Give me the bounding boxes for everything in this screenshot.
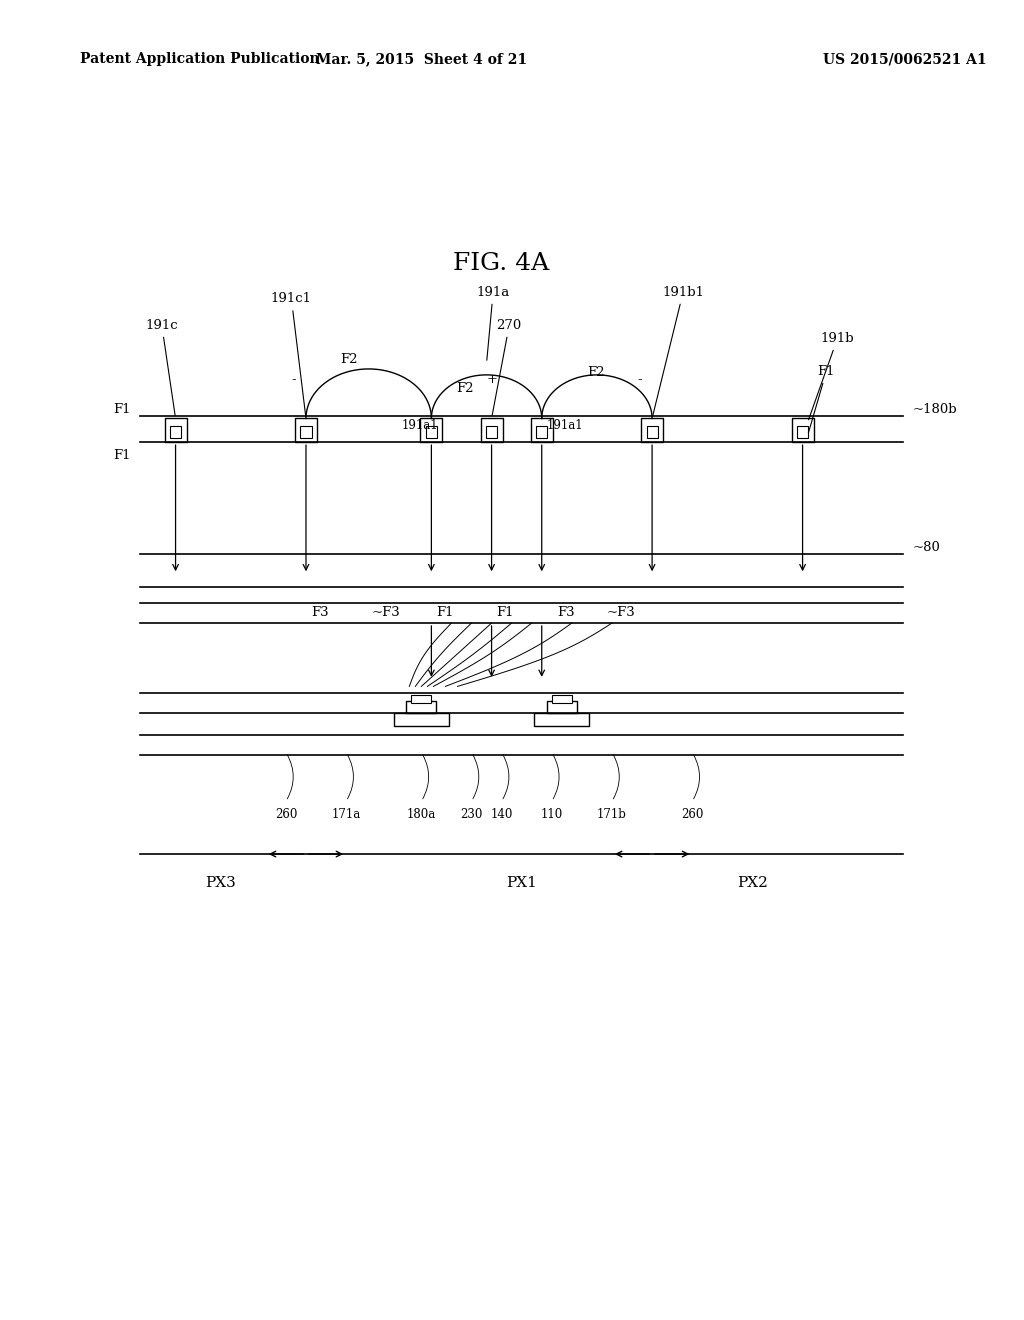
Text: F3: F3 <box>557 606 574 619</box>
Bar <box>412 694 431 704</box>
Text: FIG. 4A: FIG. 4A <box>454 252 550 276</box>
Text: 191a1: 191a1 <box>401 418 438 432</box>
Text: 180a: 180a <box>407 808 436 821</box>
Bar <box>792 418 814 442</box>
Text: 110: 110 <box>541 808 563 821</box>
Text: -: - <box>291 372 296 385</box>
Text: 260: 260 <box>681 808 703 821</box>
Text: 191c1: 191c1 <box>271 292 312 416</box>
Bar <box>394 713 449 726</box>
Text: 171b: 171b <box>597 808 627 821</box>
Text: PX3: PX3 <box>206 876 237 890</box>
Bar <box>535 713 590 726</box>
Text: F1: F1 <box>497 606 514 619</box>
Text: F2: F2 <box>587 366 604 379</box>
Bar <box>165 418 186 442</box>
Text: 171a: 171a <box>332 808 360 821</box>
Bar <box>552 694 571 704</box>
Text: PX2: PX2 <box>737 876 768 890</box>
Text: 260: 260 <box>274 808 297 821</box>
Text: 270: 270 <box>493 318 522 416</box>
Text: 191c: 191c <box>145 318 178 416</box>
Text: US 2015/0062521 A1: US 2015/0062521 A1 <box>822 53 986 66</box>
Bar <box>646 426 657 438</box>
Text: F2: F2 <box>340 352 357 366</box>
Text: -: - <box>637 372 642 385</box>
Text: F1: F1 <box>436 606 454 619</box>
Bar <box>170 426 181 438</box>
Text: 191a1: 191a1 <box>547 418 584 432</box>
Text: F2: F2 <box>457 381 474 395</box>
Bar <box>407 701 436 713</box>
Bar <box>537 426 547 438</box>
Text: ~80: ~80 <box>913 541 941 554</box>
Text: F3: F3 <box>311 606 329 619</box>
Text: 230: 230 <box>461 808 482 821</box>
Bar <box>420 418 442 442</box>
Bar <box>295 418 317 442</box>
Text: PX1: PX1 <box>506 876 538 890</box>
Text: 191a: 191a <box>476 285 510 360</box>
Bar <box>486 426 497 438</box>
Bar <box>480 418 503 442</box>
Bar <box>641 418 664 442</box>
Text: ~F3: ~F3 <box>607 606 636 619</box>
Text: 191b: 191b <box>809 331 854 420</box>
Bar <box>300 426 311 438</box>
Text: 140: 140 <box>490 808 513 821</box>
Text: 191b1: 191b1 <box>652 285 705 416</box>
Text: Patent Application Publication: Patent Application Publication <box>80 53 319 66</box>
Text: F1: F1 <box>113 449 130 462</box>
Bar <box>797 426 808 438</box>
Bar <box>547 701 577 713</box>
Text: +: + <box>486 372 498 385</box>
Text: ~F3: ~F3 <box>371 606 400 619</box>
Text: F1: F1 <box>113 403 130 416</box>
Bar <box>530 418 553 442</box>
Text: Mar. 5, 2015  Sheet 4 of 21: Mar. 5, 2015 Sheet 4 of 21 <box>315 53 527 66</box>
Text: ~180b: ~180b <box>913 403 957 416</box>
Text: F1: F1 <box>808 364 836 433</box>
Bar <box>426 426 437 438</box>
